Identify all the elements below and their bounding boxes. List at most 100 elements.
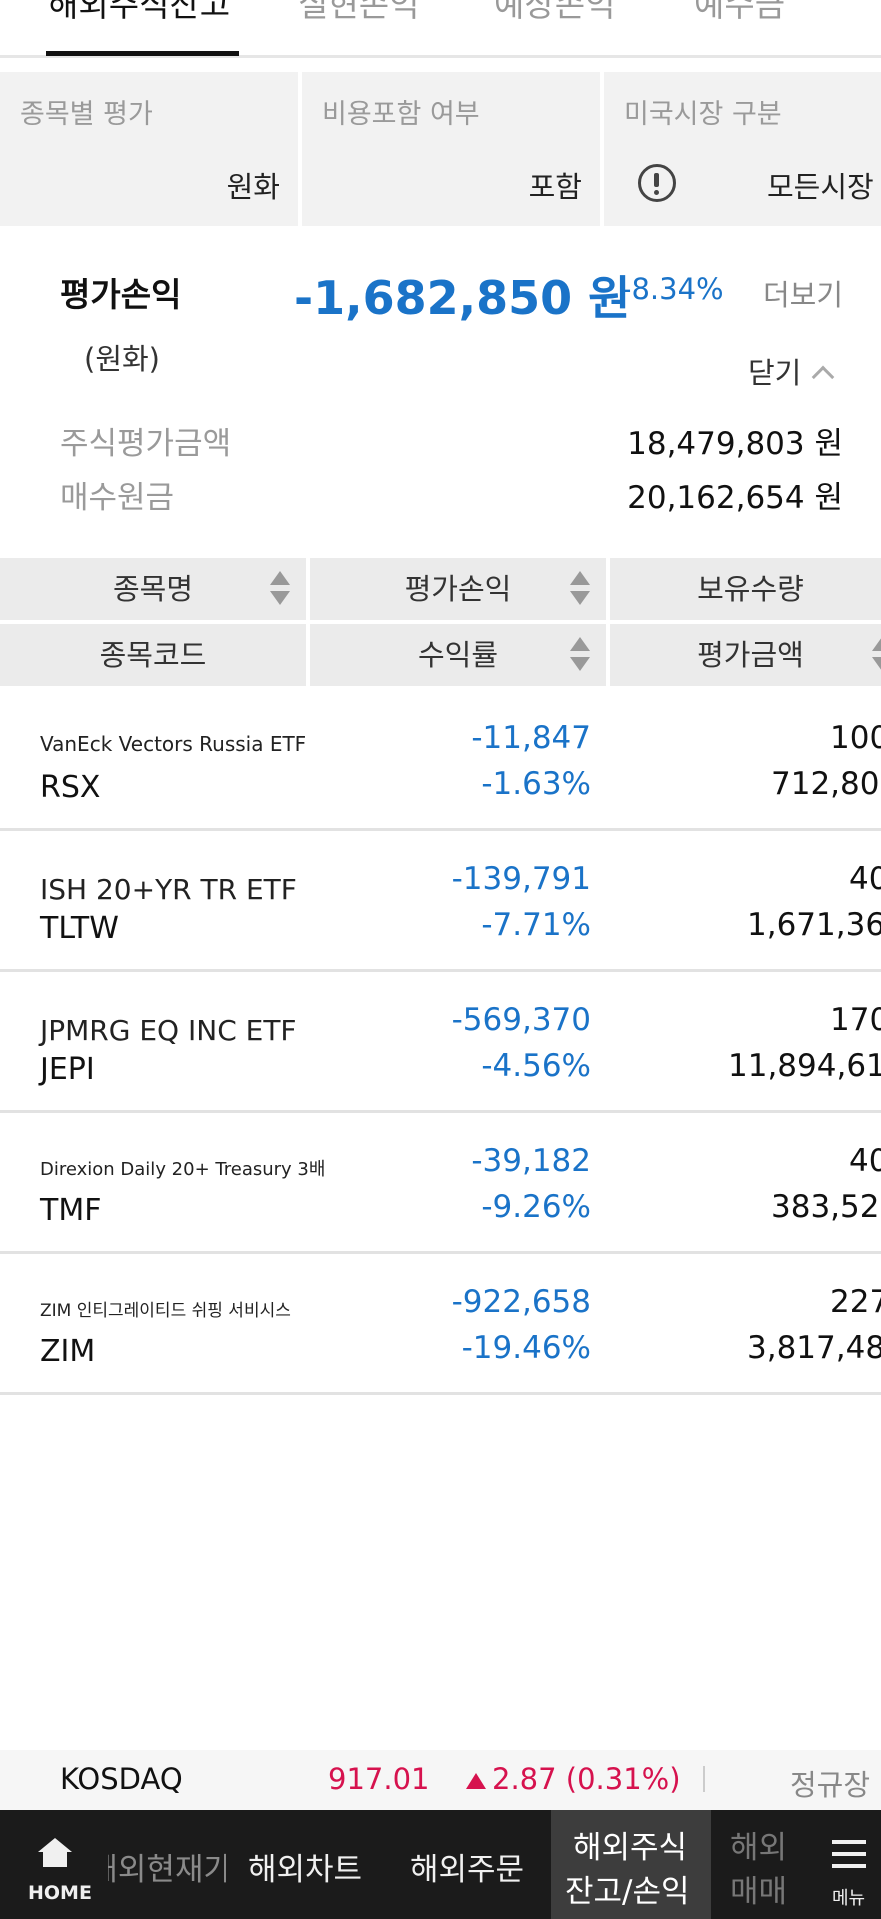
- stock-eval-value: 18,479,803 원: [627, 426, 843, 462]
- nav-home[interactable]: HOME: [0, 1810, 108, 1919]
- col-header-name-label: 종목명: [112, 572, 194, 606]
- table-row[interactable]: VanEck Vectors Russia ETF RSX -11,847 -1…: [0, 690, 881, 831]
- stock-name: Direxion Daily 20+ Treasury 3배: [40, 1159, 326, 1180]
- filter-panel: 종목별 평가 원화 비용포함 여부 포함 미국시장 구분 모든시장: [0, 72, 881, 226]
- stock-code: RSX: [40, 770, 101, 805]
- stock-amount: 383,526: [771, 1189, 881, 1225]
- index-change-text: 2.87 (0.31%): [492, 1762, 681, 1796]
- col-header-code-label: 종목코드: [99, 638, 207, 672]
- nav-overseas-order-label: 해외주문: [410, 1852, 525, 1888]
- nav-overseas-trade-line1: 해외: [730, 1830, 788, 1866]
- col-header-rate-label: 수익률: [417, 638, 499, 672]
- nav-overseas-balance-line2: 잔고/손익: [565, 1874, 690, 1910]
- table-row[interactable]: JPMRG EQ INC ETF JEPI -569,370 -4.56% 17…: [0, 972, 881, 1113]
- col-header-pl-label: 평가손익: [404, 572, 512, 606]
- index-name: KOSDAQ: [60, 1762, 183, 1796]
- eval-pl-currency: (원화): [84, 342, 160, 376]
- stock-name: ZIM 인티그레이티드 쉬핑 서비시스: [40, 1301, 291, 1321]
- principal-value: 20,162,654 원: [627, 480, 843, 516]
- tab-realized-pl[interactable]: 실현손익: [298, 0, 420, 24]
- holdings-table-header: 종목명 평가손익 보유수량 종목코드 수익률 평가금액: [0, 558, 881, 688]
- col-header-amount[interactable]: 평가금액: [610, 624, 881, 686]
- table-row[interactable]: Direxion Daily 20+ Treasury 3배 TMF -39,1…: [0, 1113, 881, 1254]
- stock-amount: 712,804: [771, 766, 881, 802]
- stock-name: JPMRG EQ INC ETF: [40, 1014, 297, 1047]
- col-header-pl[interactable]: 평가손익: [310, 558, 606, 620]
- index-change: 2.87 (0.31%): [466, 1762, 681, 1796]
- col-header-code: 종목코드: [0, 624, 306, 686]
- stock-rate: -19.46%: [461, 1330, 591, 1366]
- eval-pl-amount: -1,682,850 원: [294, 271, 631, 325]
- ticker-divider: [703, 1766, 705, 1792]
- sort-icon: [570, 637, 590, 673]
- more-button[interactable]: 더보기: [763, 278, 844, 312]
- stock-code: ZIM: [40, 1334, 96, 1369]
- nav-overseas-trade[interactable]: 해외 매매: [730, 1810, 790, 1919]
- eval-currency-value: 원화: [226, 170, 280, 204]
- bottom-navigation: HOME 해외현재가 해외차트 해외주문 해외주식 잔고/손익 해외 매매 메뉴: [0, 1810, 881, 1919]
- stock-amount: 11,894,617: [728, 1048, 881, 1084]
- nav-overseas-balance-line1: 해외주식: [573, 1830, 688, 1866]
- us-market-select[interactable]: 미국시장 구분 모든시장: [604, 72, 881, 226]
- stock-amount: 3,817,488: [747, 1330, 881, 1366]
- stock-qty: 227: [830, 1284, 881, 1320]
- tab-deposit[interactable]: 예수금: [694, 0, 786, 24]
- col-header-name[interactable]: 종목명: [0, 558, 306, 620]
- fee-include-value: 포함: [528, 170, 582, 204]
- sort-icon: [570, 571, 590, 607]
- sort-icon: [270, 571, 290, 607]
- close-button[interactable]: 닫기: [748, 350, 835, 392]
- stock-pl: -139,791: [451, 861, 591, 897]
- index-value: 917.01: [328, 1762, 430, 1796]
- stock-rate: -4.56%: [481, 1048, 591, 1084]
- stock-code: JEPI: [40, 1052, 95, 1087]
- nav-menu-label[interactable]: 메뉴: [832, 1888, 866, 1909]
- eval-currency-select[interactable]: 종목별 평가 원화: [0, 72, 298, 226]
- nav-overseas-price-label: 해외현재가: [108, 1852, 226, 1888]
- stock-name: ISH 20+YR TR ETF: [40, 873, 297, 906]
- us-market-value: 모든시장: [767, 170, 874, 204]
- tab-overseas-balance[interactable]: 해외주식잔고: [48, 0, 231, 24]
- stock-qty: 100: [830, 720, 881, 756]
- nav-overseas-trade-line2: 매매: [730, 1874, 788, 1910]
- table-row[interactable]: ISH 20+YR TR ETF TLTW -139,791 -7.71% 40…: [0, 831, 881, 972]
- home-icon: [38, 1838, 72, 1868]
- sort-icon: [872, 637, 881, 673]
- info-alert-icon[interactable]: [638, 164, 676, 202]
- stock-rate: -7.71%: [481, 907, 591, 943]
- menu-icon[interactable]: [832, 1840, 866, 1868]
- market-session: 정규장: [790, 1768, 871, 1802]
- stock-qty: 40: [849, 1143, 881, 1179]
- stock-pl: -11,847: [471, 720, 591, 756]
- nav-overseas-chart-label: 해외차트: [248, 1852, 363, 1888]
- nav-overseas-order[interactable]: 해외주문: [410, 1810, 524, 1919]
- nav-overseas-balance[interactable]: 해외주식 잔고/손익: [551, 1810, 711, 1919]
- col-header-qty-label: 보유수량: [697, 572, 804, 606]
- chevron-up-icon: [812, 365, 835, 389]
- table-row[interactable]: ZIM 인티그레이티드 쉬핑 서비시스 ZIM -922,658 -19.46%…: [0, 1254, 881, 1395]
- triangle-up-icon: [466, 1773, 486, 1789]
- stock-name: VanEck Vectors Russia ETF: [40, 732, 307, 756]
- close-button-label: 닫기: [748, 356, 802, 390]
- eval-currency-label: 종목별 평가: [20, 99, 153, 130]
- us-market-label: 미국시장 구분: [624, 99, 782, 130]
- col-header-qty[interactable]: 보유수량: [610, 558, 881, 620]
- stock-pl: -922,658: [451, 1284, 591, 1320]
- fee-include-select[interactable]: 비용포함 여부 포함: [302, 72, 600, 226]
- col-header-rate[interactable]: 수익률: [310, 624, 606, 686]
- stock-amount: 1,671,367: [747, 907, 881, 943]
- tab-expected-pl[interactable]: 예상손익: [494, 0, 616, 24]
- stock-qty: 40: [849, 861, 881, 897]
- stock-qty: 170: [830, 1002, 881, 1038]
- stock-pl: -39,182: [471, 1143, 591, 1179]
- eval-pl-rate: -8.34%: [621, 272, 724, 306]
- nav-home-label: HOME: [28, 1882, 92, 1904]
- stock-code: TLTW: [40, 911, 119, 946]
- index-ticker-bar[interactable]: KOSDAQ 917.01 2.87 (0.31%) 정규장: [0, 1750, 881, 1810]
- principal-label: 매수원금: [60, 480, 175, 516]
- fee-include-label: 비용포함 여부: [322, 99, 480, 130]
- nav-overseas-chart[interactable]: 해외차트: [248, 1810, 362, 1919]
- active-tab-indicator: [46, 51, 239, 56]
- col-header-amount-label: 평가금액: [697, 638, 804, 672]
- nav-overseas-price[interactable]: 해외현재가: [108, 1810, 226, 1919]
